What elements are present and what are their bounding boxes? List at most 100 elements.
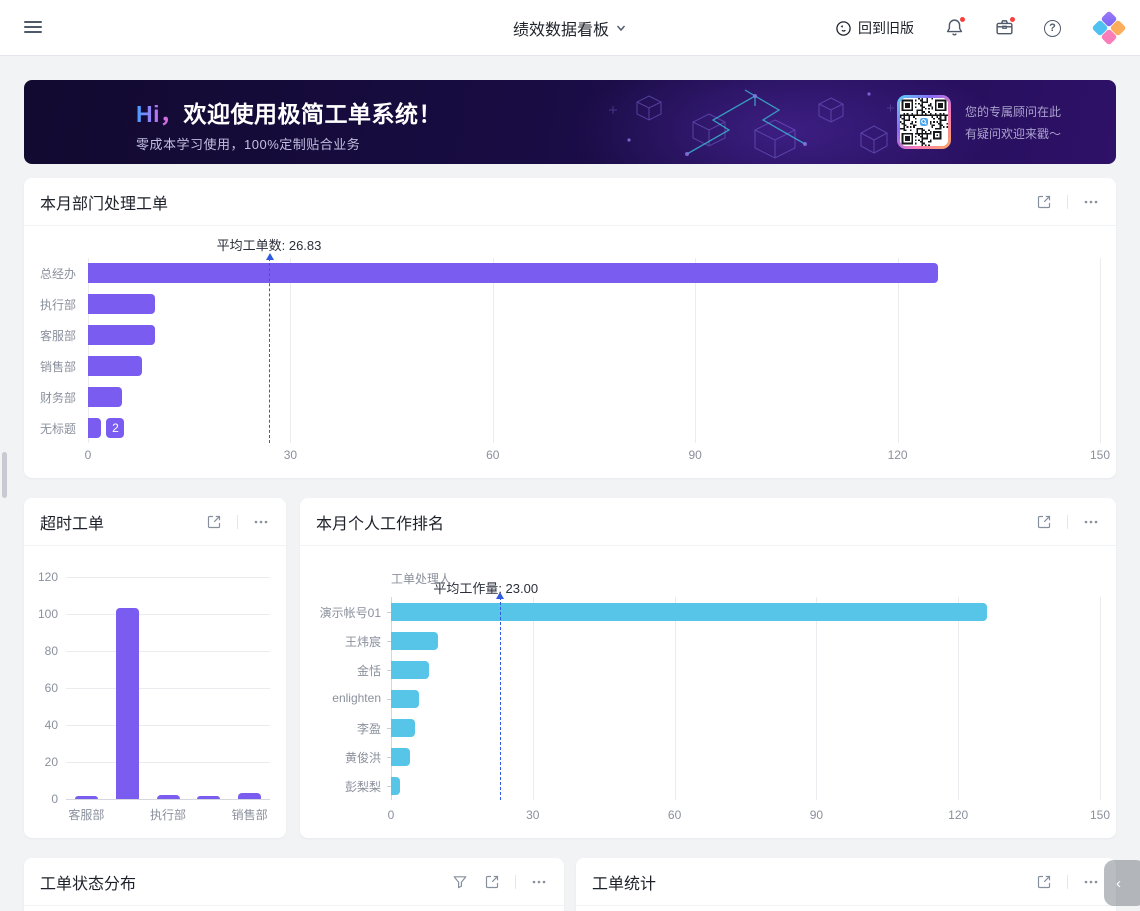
more-button[interactable]	[1082, 513, 1100, 531]
banner-greeting: 欢迎使用极简工单系统！	[183, 101, 442, 127]
notifications-button[interactable]	[944, 16, 966, 38]
x-axis-tick-label: 30	[283, 448, 298, 462]
dashboard-title-dropdown[interactable]: 绩效数据看板	[513, 0, 627, 56]
axis-tick	[387, 785, 391, 787]
category-label: 销售部	[231, 808, 268, 822]
category-label: 财务部	[39, 390, 76, 405]
bar[interactable]	[391, 660, 429, 679]
bar[interactable]	[115, 608, 139, 799]
qr-caption: 您的专属顾问在此 有疑问欢迎来戳～	[965, 101, 1061, 145]
banner-hi: Hi，	[136, 101, 184, 127]
expand-button[interactable]	[1035, 513, 1053, 531]
x-axis-tick-label: 0	[387, 808, 395, 822]
filter-button[interactable]	[451, 873, 469, 891]
gridline	[695, 258, 697, 443]
expand-button[interactable]	[1035, 873, 1053, 891]
more-icon	[1084, 200, 1098, 203]
dept-bar-chart: 0 30 60 90 120 150 总经办 执行部 客服部 销售部 财务部 无标题 2 平均工单数: 2…	[24, 227, 1116, 478]
open-in-new-icon	[485, 875, 499, 888]
y-axis-tick-label: 0	[51, 792, 58, 806]
expand-button[interactable]	[483, 873, 501, 891]
consultant-qr-code	[897, 95, 951, 149]
bar[interactable]	[391, 602, 987, 621]
more-icon	[532, 880, 546, 883]
bar[interactable]	[88, 263, 939, 284]
qr-caption-line1: 您的专属顾问在此	[965, 105, 1062, 119]
category-label: 李盈	[356, 721, 381, 736]
bar[interactable]	[88, 386, 122, 407]
card-title: 本月部门处理工单	[40, 195, 169, 213]
bar[interactable]	[88, 294, 156, 315]
chevron-left-icon: ‹	[1116, 874, 1121, 892]
gridline	[958, 597, 960, 800]
category-label: 王炜宸	[344, 634, 381, 649]
bar[interactable]	[391, 747, 410, 766]
app-logo[interactable]	[1091, 10, 1127, 46]
expand-button[interactable]	[205, 513, 223, 531]
card-header: 工单状态分布	[24, 858, 564, 906]
welcome-banner: Hi，欢迎使用极简工单系统！ 零成本学习使用，100%定制贴合业务	[24, 80, 1116, 164]
gridline	[674, 597, 676, 800]
category-label: 销售部	[39, 359, 76, 374]
page-scrollbar-thumb[interactable]	[2, 452, 7, 498]
bar[interactable]	[238, 793, 262, 799]
drawer-collapse-handle[interactable]: ‹	[1104, 860, 1140, 906]
average-line	[269, 258, 270, 443]
bar[interactable]	[391, 689, 420, 708]
axis-tick	[387, 698, 391, 700]
banner-title: Hi，欢迎使用极简工单系统！	[136, 95, 442, 129]
more-button[interactable]	[1082, 193, 1100, 211]
x-axis-tick-label: 90	[809, 808, 824, 822]
more-button[interactable]	[530, 873, 548, 891]
gridline	[492, 258, 494, 443]
workbench-button[interactable]	[994, 16, 1016, 38]
navbar-actions: 回到旧版 ?	[835, 0, 1127, 56]
question-icon: ?	[1044, 19, 1061, 37]
card-actions	[205, 513, 270, 531]
bar-value-badge: 2	[106, 417, 125, 438]
more-icon	[254, 520, 268, 523]
category-label: enlighten	[332, 690, 381, 705]
bar[interactable]	[88, 325, 156, 346]
bar[interactable]	[391, 776, 401, 795]
back-to-old-version-button[interactable]: 回到旧版	[835, 18, 914, 38]
open-in-new-icon	[1037, 515, 1051, 528]
gridline	[66, 577, 270, 578]
banner-illustration	[609, 89, 894, 159]
help-button[interactable]: ?	[1044, 18, 1064, 38]
top-navbar: 绩效数据看板 回到旧版	[0, 0, 1140, 56]
more-button[interactable]	[252, 513, 270, 531]
more-button[interactable]	[1082, 873, 1100, 891]
x-axis-tick-label: 150	[1089, 808, 1111, 822]
bar[interactable]	[74, 796, 98, 799]
bar[interactable]	[391, 631, 439, 650]
bar[interactable]	[197, 796, 221, 799]
bar[interactable]	[88, 355, 142, 376]
average-line-label: 平均工单数: 26.83	[216, 238, 322, 253]
divider	[1067, 874, 1068, 889]
bar[interactable]	[391, 718, 415, 737]
gridline	[66, 799, 270, 800]
y-axis-tick-label: 80	[44, 644, 58, 658]
card-status-distribution: 工单状态分布	[24, 858, 564, 911]
x-axis-tick-label: 60	[486, 448, 500, 462]
card-title: 工单状态分布	[40, 875, 137, 893]
category-label: 客服部	[68, 808, 105, 822]
average-line-arrow	[496, 592, 505, 599]
category-label: 客服部	[39, 329, 76, 344]
bar[interactable]	[88, 417, 102, 438]
expand-button[interactable]	[1035, 193, 1053, 211]
axis-tick	[387, 611, 391, 613]
bar[interactable]	[156, 795, 180, 799]
card-header: 超时工单	[24, 498, 286, 546]
page-title: 绩效数据看板	[512, 22, 610, 39]
personal-ranking-bar-chart: 0 30 60 90 120 150 演示帐号01 王炜宸 金恬 enlighten 李盈 黄俊洪 彭梨…	[300, 547, 1116, 838]
x-axis-tick-label: 120	[887, 448, 908, 462]
x-axis-tick-label: 30	[526, 808, 540, 822]
hamburger-icon	[24, 21, 42, 23]
y-axis-tick-label: 100	[37, 607, 58, 621]
divider	[515, 874, 516, 889]
menu-toggle-button[interactable]	[24, 17, 44, 37]
x-axis-tick-label: 60	[667, 808, 682, 822]
gridline	[897, 258, 899, 443]
